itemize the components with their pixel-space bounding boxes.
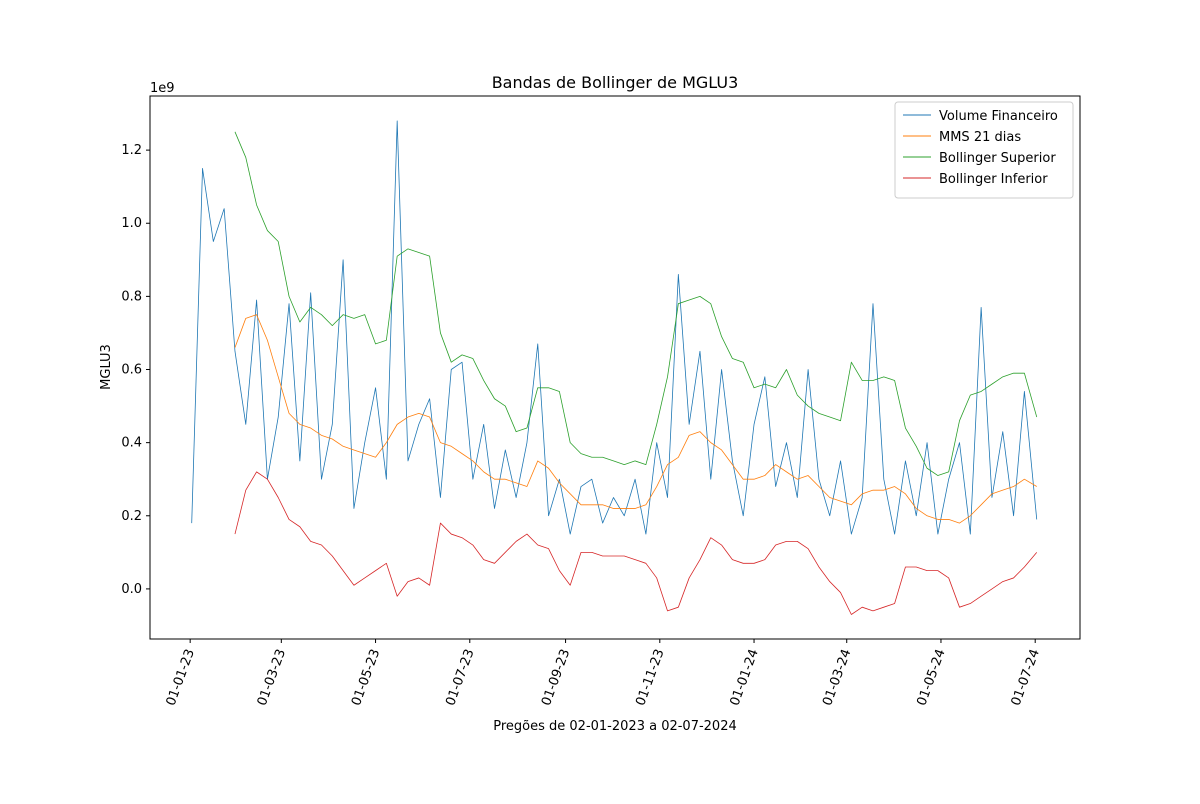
y-tick-label: 1.2 — [121, 143, 142, 158]
series-line — [234, 314, 1037, 524]
legend-label: Volume Financeiro — [939, 109, 1058, 124]
series-line — [191, 120, 1038, 535]
series-line — [234, 471, 1038, 615]
chart-title: Bandas de Bollinger de MGLU3 — [492, 73, 739, 92]
series-line — [234, 131, 1038, 476]
y-tick-label: 0.6 — [121, 363, 142, 378]
y-axis-label: MGLU3 — [99, 344, 114, 390]
legend-label: Bollinger Superior — [939, 151, 1056, 166]
legend-label: MMS 21 dias — [939, 130, 1021, 145]
y-tick-label: 0.4 — [121, 436, 142, 451]
x-axis-label: Pregões de 02-01-2023 a 02-07-2024 — [493, 719, 737, 734]
y-offset-label: 1e9 — [150, 81, 175, 96]
y-tick-label: 0.8 — [121, 289, 142, 304]
y-tick-label: 1.0 — [121, 216, 142, 231]
y-tick-label: 0.0 — [121, 582, 142, 597]
legend-label: Bollinger Inferior — [939, 172, 1048, 187]
plot-frame — [149, 95, 1081, 640]
legend-box — [894, 101, 1074, 199]
y-tick-label: 0.2 — [121, 509, 142, 524]
